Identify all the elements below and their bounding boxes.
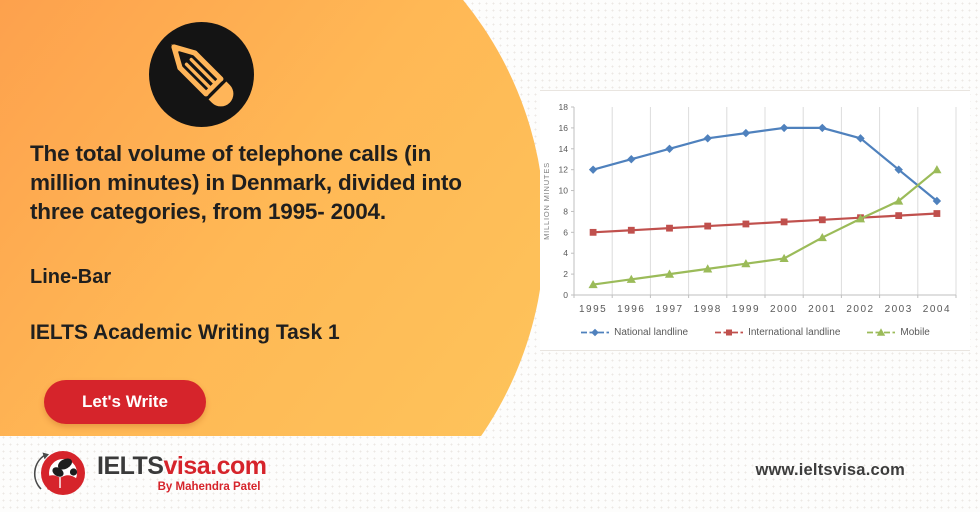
legend-swatch-icon [867, 328, 896, 336]
svg-text:6: 6 [563, 227, 568, 237]
svg-text:12: 12 [559, 165, 569, 175]
svg-text:2001: 2001 [808, 304, 836, 315]
lets-write-button[interactable]: Let's Write [44, 380, 206, 424]
svg-text:2004: 2004 [923, 304, 951, 315]
website-link[interactable]: www.ieltsvisa.com [755, 461, 905, 479]
legend-label: International landline [748, 327, 841, 338]
wordmark-primary: IELTS [97, 452, 164, 481]
svg-text:2: 2 [563, 269, 568, 279]
svg-text:0: 0 [563, 290, 568, 300]
ieltsvisa-logo[interactable]: IELTSvisa.com By Mahendra Patel [32, 444, 267, 502]
svg-text:2002: 2002 [846, 304, 874, 315]
svg-text:1999: 1999 [732, 304, 760, 315]
chart-legend: National landline International landline M… [540, 327, 970, 338]
svg-text:8: 8 [563, 206, 568, 216]
legend-label: Mobile [900, 327, 930, 338]
svg-text:14: 14 [559, 144, 569, 154]
logo-tagline: By Mahendra Patel [157, 480, 261, 493]
legend-item: Mobile [866, 327, 930, 338]
svg-text:18: 18 [559, 102, 569, 112]
task-heading: IELTS Academic Writing Task 1 [30, 321, 340, 344]
task-title: The total volume of telephone calls (in … [30, 141, 462, 224]
legend-swatch-icon [581, 328, 610, 337]
ieltsvisa-logo-icon [33, 451, 85, 495]
chart-type-label: Line-Bar [30, 266, 112, 288]
svg-text:2003: 2003 [885, 304, 913, 315]
pencil-icon [149, 22, 254, 127]
legend-item: National landline [580, 327, 688, 338]
svg-text:1996: 1996 [617, 304, 645, 315]
svg-text:16: 16 [559, 123, 569, 133]
legend-item: International landline [714, 327, 840, 338]
svg-text:1995: 1995 [579, 304, 607, 315]
telephone-calls-chart: 0 2 4 6 8 10 12 14 16 18 1995 1996 1997 1998 1999 2000 2… [542, 102, 957, 315]
orange-panel: The total volume of telephone calls (in … [0, 0, 545, 436]
svg-text:2000: 2000 [770, 304, 798, 315]
chart-card: 0 2 4 6 8 10 12 14 16 18 1995 1996 1997 1998 1999 2000 2… [540, 90, 970, 351]
wordmark-secondary: visa.com [163, 452, 267, 481]
pencil-badge [149, 22, 254, 127]
svg-text:1998: 1998 [694, 304, 722, 315]
svg-text:MILLION MINUTES: MILLION MINUTES [542, 162, 551, 240]
svg-text:10: 10 [559, 186, 569, 196]
svg-text:1997: 1997 [655, 304, 683, 315]
legend-swatch-icon [715, 329, 744, 336]
ieltsvisa-wordmark: IELTSvisa.com By Mahendra Patel [97, 453, 267, 492]
svg-text:4: 4 [563, 248, 568, 258]
legend-label: National landline [614, 327, 689, 338]
